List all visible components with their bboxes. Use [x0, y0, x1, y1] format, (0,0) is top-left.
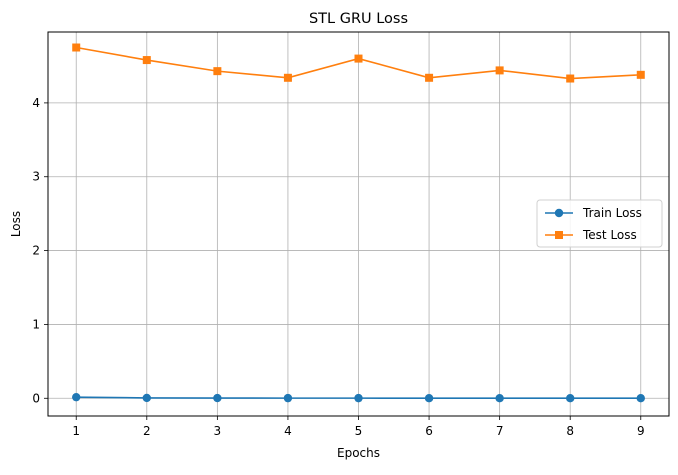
y-tick-label: 1: [32, 317, 40, 331]
test-loss-point: [213, 67, 222, 76]
train-loss-point: [213, 393, 222, 403]
x-tick-label: 9: [637, 424, 645, 438]
chart-title: STL GRU Loss: [309, 11, 408, 27]
x-tick-label: 6: [425, 424, 433, 438]
train-loss-point: [354, 393, 363, 403]
legend-test-loss-label: Test Loss: [582, 228, 637, 242]
test-loss-series: [72, 43, 645, 83]
test-loss-point: [142, 56, 151, 65]
test-loss-point: [283, 73, 292, 82]
legend: Train Loss Test Loss: [536, 199, 663, 248]
x-tick-label: 3: [214, 424, 222, 438]
y-tick-label: 3: [32, 170, 40, 184]
x-tick-label: 4: [284, 424, 292, 438]
x-tick-label: 5: [355, 424, 363, 438]
train-loss-point: [72, 392, 81, 402]
legend-test-loss-marker: [555, 231, 563, 239]
y-tick-label: 2: [32, 244, 40, 258]
train-loss-point: [566, 394, 575, 403]
x-tick-label: 8: [566, 424, 574, 438]
test-loss-point: [354, 54, 363, 63]
x-tick-label: 2: [143, 424, 151, 438]
y-axis-label: Loss: [9, 211, 23, 237]
x-tick-label: 7: [496, 424, 504, 438]
test-loss-point: [566, 74, 575, 83]
train-loss-point: [142, 393, 151, 403]
test-loss-point: [495, 66, 504, 75]
train-loss-point: [636, 394, 645, 403]
train-loss-point: [495, 394, 504, 403]
train-loss-point: [424, 394, 434, 403]
test-loss-point: [72, 43, 81, 52]
test-loss-point: [425, 73, 434, 82]
legend-train-loss-marker: [554, 208, 564, 218]
x-axis-label: Epochs: [337, 446, 380, 460]
series-group: [72, 43, 645, 403]
y-tick-label: 4: [32, 96, 40, 110]
train-loss-series: [72, 392, 645, 403]
test-loss-point: [636, 70, 645, 79]
legend-train-loss-label: Train Loss: [582, 206, 642, 220]
train-loss-point: [283, 393, 293, 403]
x-tick-label: 1: [72, 424, 80, 438]
axes: 1 2 3 4 5 6 7 8 9 0 1 2 3 4: [32, 96, 644, 438]
y-tick-label: 0: [32, 391, 40, 405]
